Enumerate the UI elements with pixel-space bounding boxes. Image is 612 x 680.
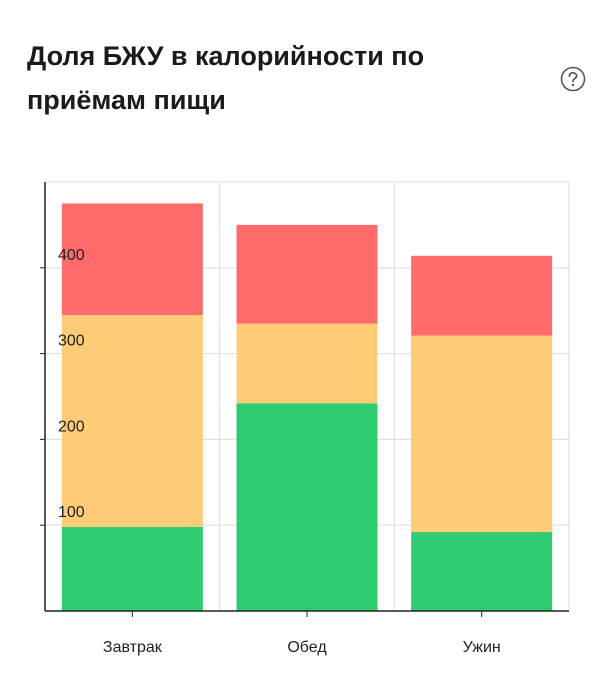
chart-axes bbox=[40, 182, 569, 617]
question-circle-icon bbox=[560, 66, 586, 92]
x-tick-label: Завтрак bbox=[103, 639, 163, 656]
y-tick-label: 400 bbox=[58, 247, 85, 264]
chart-labels: 100 200 300 400 Завтрак Обед Ужин bbox=[58, 247, 501, 656]
bar-segment bbox=[411, 532, 553, 611]
y-tick-label: 100 bbox=[58, 504, 85, 521]
bar-segment bbox=[236, 323, 378, 404]
page-title: Доля БЖУ в калорийности по приёмам пищи bbox=[27, 41, 425, 115]
y-tick-label: 200 bbox=[58, 418, 85, 435]
x-tick-label: Ужин bbox=[463, 639, 501, 656]
bar-segment bbox=[61, 526, 203, 611]
bar-segment bbox=[236, 224, 378, 324]
x-tick-label: Обед bbox=[287, 639, 327, 656]
bar-segment bbox=[61, 203, 203, 315]
chart-bars bbox=[61, 203, 553, 611]
bar-segment bbox=[236, 403, 378, 611]
y-tick-label: 300 bbox=[58, 333, 85, 350]
bar-segment bbox=[411, 255, 553, 336]
help-button[interactable] bbox=[560, 66, 586, 92]
bar-segment bbox=[61, 314, 203, 527]
bar-segment bbox=[411, 335, 553, 533]
